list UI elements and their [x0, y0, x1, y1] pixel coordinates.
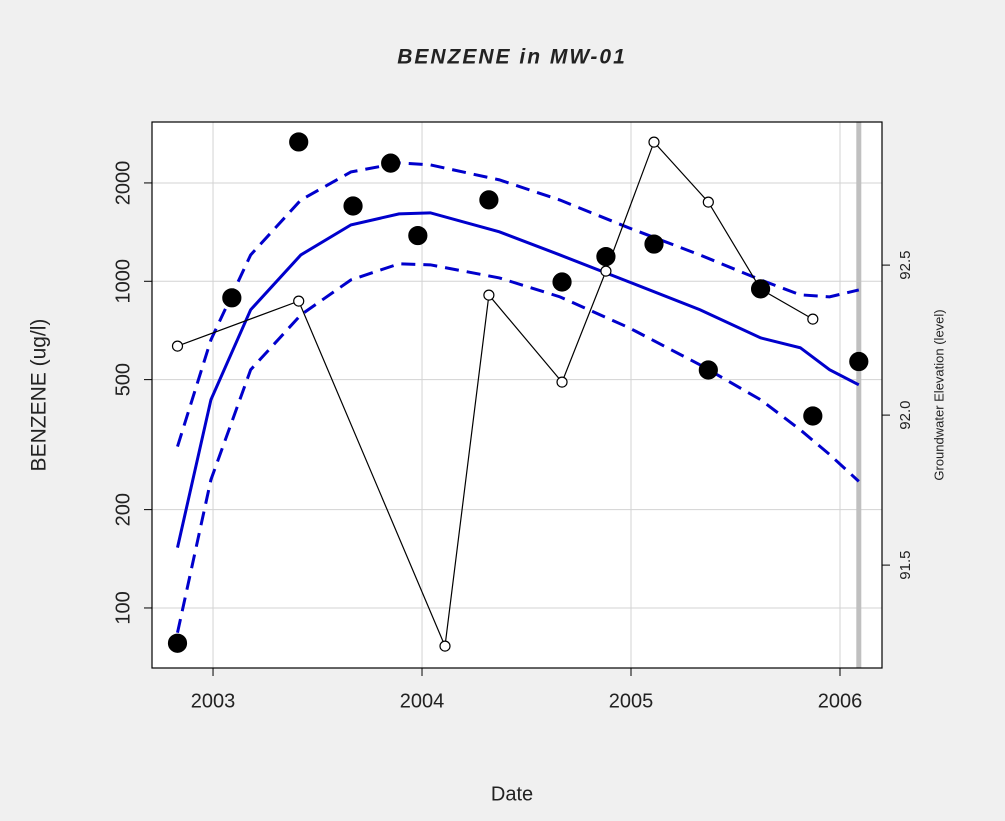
- plot-area: [152, 122, 882, 668]
- x-tick-label: 2006: [818, 690, 863, 712]
- y-tick-label: 200: [112, 493, 134, 526]
- y2-tick-label: 92.0: [897, 400, 914, 429]
- data-point: [807, 313, 819, 325]
- y-tick-label: 500: [112, 363, 134, 396]
- y2-axis-label: Groundwater Elevation (level): [931, 309, 946, 480]
- y2-tick-label: 91.5: [897, 550, 914, 579]
- data-point: [381, 153, 401, 173]
- series-line: [176, 262, 860, 634]
- x-axis-label: Date: [491, 783, 533, 805]
- x-tick-label: 2004: [400, 690, 445, 712]
- data-point: [600, 265, 612, 277]
- plot-frame: [151, 121, 883, 669]
- series-line: [176, 161, 860, 447]
- series-line: [177, 140, 814, 649]
- data-point: [439, 640, 451, 652]
- data-point: [222, 288, 242, 308]
- x-tick-label: 2003: [191, 690, 236, 712]
- data-point: [644, 234, 664, 254]
- y-axis-label: BENZENE (ug/l): [28, 319, 51, 472]
- grid: [152, 122, 882, 668]
- y-tick-label: 2000: [112, 161, 134, 206]
- data-point: [479, 190, 499, 210]
- data-point: [293, 295, 305, 307]
- y-tick-label: 1000: [112, 259, 134, 304]
- chart-title: BENZENE in MW-01: [397, 46, 627, 69]
- data-point: [803, 406, 823, 426]
- data-point: [167, 633, 188, 653]
- data-point: [408, 225, 428, 246]
- marks: [167, 122, 869, 668]
- y2-tick-label: 92.5: [897, 250, 914, 279]
- data-point: [750, 279, 771, 299]
- data-point: [171, 340, 184, 352]
- data-point: [596, 247, 616, 267]
- data-point: [289, 132, 309, 152]
- data-point: [556, 376, 568, 388]
- y-tick-label: 100: [112, 591, 134, 624]
- data-point: [698, 360, 718, 380]
- x-tick-label: 2005: [609, 690, 654, 712]
- data-point: [483, 289, 495, 301]
- data-point: [648, 136, 660, 148]
- data-point: [702, 196, 714, 208]
- data-point: [849, 351, 869, 372]
- series-line: [176, 211, 860, 548]
- data-point: [552, 272, 572, 292]
- data-point: [343, 196, 363, 216]
